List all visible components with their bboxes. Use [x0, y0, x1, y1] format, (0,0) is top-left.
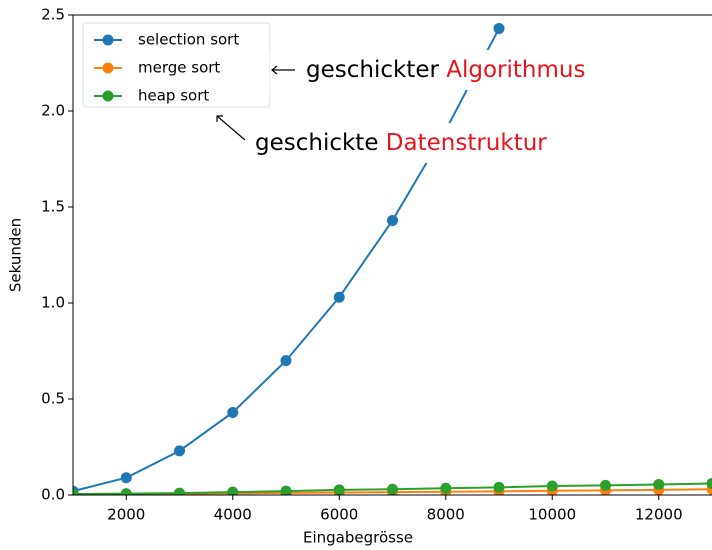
legend-marker: [102, 90, 114, 102]
data-point: [174, 487, 185, 495]
data-point: [120, 488, 132, 495]
annotation-arrow: [271, 65, 278, 75]
legend: selection sort merge sort heap sort: [94, 31, 239, 105]
legend-marker: [102, 62, 114, 74]
y-tick-label: 0.0: [41, 486, 65, 504]
data-point: [493, 481, 505, 493]
data-point: [280, 355, 292, 367]
data-point: [73, 488, 79, 495]
data-point: [333, 484, 345, 495]
data-point: [440, 482, 452, 494]
annotation-text: geschickte: [255, 130, 386, 156]
x-axis-label: Eingabegrösse: [303, 529, 413, 547]
annotation-arrow: [216, 115, 223, 122]
x-tick-label: 6000: [320, 506, 358, 524]
x-tick-label: 2000: [107, 506, 145, 524]
y-axis-label: Sekunden: [7, 218, 25, 292]
data-point: [706, 477, 712, 489]
x-tick-label: 10000: [528, 506, 576, 524]
legend-label: selection sort: [138, 31, 239, 49]
y-tick-label: 2.5: [41, 6, 65, 24]
data-point: [387, 214, 398, 226]
y-tick-label: 0.5: [41, 390, 65, 408]
y-tick-label: 1.5: [41, 198, 65, 216]
data-point: [227, 406, 239, 418]
data-point: [280, 485, 292, 495]
x-tick-label: 8000: [427, 506, 465, 524]
annotation: geschickte Datenstruktur: [255, 130, 547, 156]
data-point: [546, 480, 558, 492]
data-point: [227, 486, 239, 495]
data-point: [174, 445, 185, 457]
annotation: geschickter Algorithmus: [306, 57, 585, 83]
annotation-text: geschickter: [306, 57, 446, 83]
data-point: [600, 479, 611, 491]
data-point: [120, 472, 132, 484]
annotation-bg: [270, 50, 610, 90]
y-tick-label: 1.0: [41, 294, 65, 312]
data-point: [387, 483, 398, 495]
data-point: [493, 22, 505, 34]
data-point: [333, 291, 345, 303]
annotation-highlight: Algorithmus: [446, 57, 585, 83]
legend-marker: [102, 34, 114, 46]
annotation-arrow: [216, 115, 246, 141]
x-tick-label: 4000: [214, 506, 252, 524]
y-tick-label: 2.0: [41, 102, 65, 120]
x-tick-label: 12000: [635, 506, 683, 524]
legend-label: heap sort: [138, 87, 209, 105]
annotation-bg: [265, 123, 590, 163]
legend-label: merge sort: [138, 59, 220, 77]
data-point: [653, 478, 665, 490]
annotation-highlight: Datenstruktur: [386, 130, 547, 156]
